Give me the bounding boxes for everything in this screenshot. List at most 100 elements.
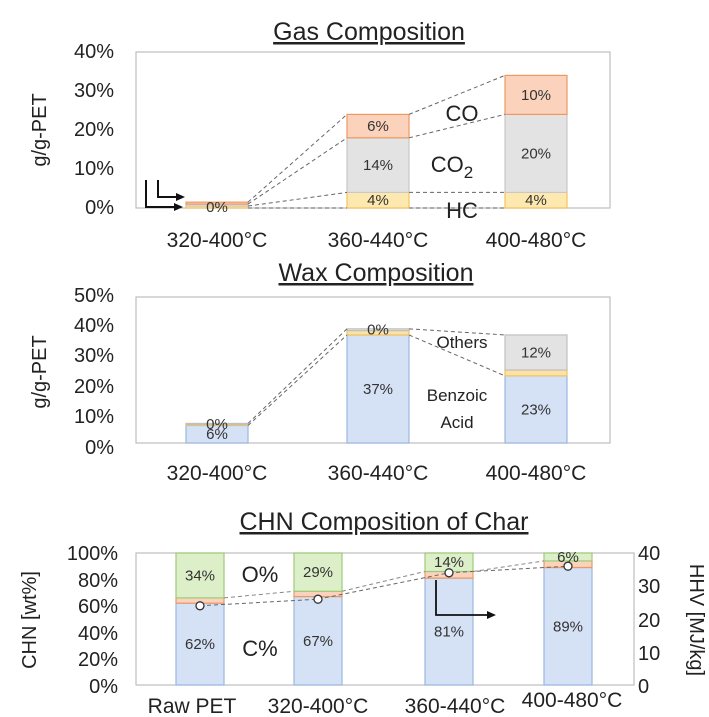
chn-category: 320-400°C (268, 695, 369, 717)
chn-ytick-right: 20 (638, 610, 660, 632)
connector-line (408, 113, 506, 139)
chn-ytick-right: 10 (638, 643, 660, 665)
chn-ytick-right: 40 (638, 543, 660, 565)
gas-ytick: 20% (74, 119, 114, 141)
bar-segment (175, 602, 225, 686)
bar-segment (185, 201, 249, 205)
chn-title: CHN Composition of Char (240, 508, 529, 536)
bar-segment (185, 422, 249, 426)
gas-panel: Gas Composition g/g-PET 40% 30% 20% 10% … (29, 18, 611, 252)
bar-segment (293, 552, 343, 592)
connector-line (223, 590, 295, 599)
connector-line (247, 328, 348, 424)
chn-annotation-o: O% (242, 562, 279, 587)
data-label: 14% (363, 157, 393, 174)
bar-segment (175, 552, 225, 599)
wax-category: 400-480°C (486, 462, 587, 485)
connector-line (472, 560, 545, 572)
data-label: 6% (206, 426, 228, 443)
gas-ylabel: g/g-PET (29, 93, 51, 166)
wax-category: 360-440°C (328, 462, 429, 485)
hhv-point (313, 594, 323, 604)
data-label: 6% (557, 549, 579, 566)
chn-category: 360-440°C (405, 695, 506, 717)
gas-ytick: 30% (74, 80, 114, 102)
data-label: 67% (303, 633, 333, 650)
connector-line (247, 114, 348, 203)
wax-ytick: 20% (74, 376, 114, 398)
chn-ytick: 80% (78, 570, 118, 592)
chn-plot-area: 62% 34% 67% 29% 81% 14% 89% 6% (135, 549, 635, 686)
gas-category: 400-480°C (486, 229, 587, 252)
data-label: 81% (434, 624, 464, 641)
data-label: 0% (206, 416, 228, 433)
data-label: 0% (367, 322, 389, 339)
hhv-axis-arrow (435, 580, 496, 619)
co2-text: CO (431, 152, 464, 177)
chn-categories: Raw PET 320-400°C 360-440°C 400-480°C (148, 689, 623, 717)
data-label: 62% (185, 636, 215, 653)
chn-ylabel-right: HHV [MJ/kg] (685, 564, 707, 676)
wax-panel: Wax Composition g/g-PET 50% 40% 30% 20% … (29, 259, 611, 485)
gas-annotation-co: CO (446, 101, 479, 126)
bar-segment (504, 334, 568, 371)
data-label: 4% (367, 192, 389, 209)
chn-category: Raw PET (148, 695, 237, 717)
bar-segment (346, 328, 410, 332)
hhv-line (448, 565, 569, 574)
hhv-line (317, 572, 450, 600)
hhv-point (195, 601, 205, 611)
chn-ytick: 40% (78, 623, 118, 645)
data-label: 37% (363, 381, 393, 398)
axis-bracket-inner (157, 180, 182, 198)
chn-panel: CHN Composition of Char CHN [wt%] HHV [M… (19, 508, 707, 717)
chn-yticks-right: 40 30 20 10 0 (638, 543, 660, 698)
connector-line (247, 137, 348, 205)
chn-ytick: 0% (89, 676, 118, 698)
connector-line (247, 191, 348, 207)
hhv-point (563, 561, 573, 571)
bar-segment (543, 552, 593, 562)
wax-annotation-acid: Acid (440, 413, 473, 432)
wax-category: 320-400°C (167, 462, 268, 485)
bar-segment (504, 375, 568, 444)
data-label: 14% (434, 554, 464, 571)
gas-title: Gas Composition (273, 18, 465, 46)
gas-yticks: 40% 30% 20% 10% 0% (74, 41, 114, 219)
wax-plot-area: 6%0%37%0%23%12% (135, 296, 611, 444)
bar-segment (293, 595, 343, 686)
bar-segment (504, 113, 568, 194)
chn-ytick-right: 30 (638, 576, 660, 598)
bar-segment (346, 334, 410, 444)
data-label: 10% (521, 87, 551, 104)
data-label: 23% (521, 401, 551, 418)
wax-annotation-others: Others (436, 333, 487, 352)
chn-ytick: 60% (78, 596, 118, 618)
data-label: 4% (525, 192, 547, 209)
connector-line (408, 328, 506, 336)
chn-ytick: 100% (67, 543, 118, 565)
chn-ytick-right: 0 (638, 676, 649, 698)
data-label: 29% (303, 564, 333, 581)
bar-segment (504, 369, 568, 377)
axis-bracket-outer (145, 180, 180, 208)
hhv-point (444, 568, 454, 578)
arrow-head (176, 193, 185, 201)
wax-annotation-benzoic: Benzoic (427, 386, 488, 405)
data-label: 6% (367, 118, 389, 135)
gas-annotation-hc: HC (446, 198, 478, 223)
connector-line (247, 334, 348, 426)
wax-categories: 320-400°C 360-440°C 400-480°C (167, 462, 587, 485)
bar-segment (346, 137, 410, 194)
data-label: 12% (521, 344, 551, 361)
gas-axis-marker (145, 180, 185, 211)
hhv-line (199, 598, 319, 607)
chn-ytick: 20% (78, 649, 118, 671)
connector-line (408, 334, 506, 377)
chn-ylabel: CHN [wt%] (19, 571, 41, 669)
gas-ytick: 10% (74, 158, 114, 180)
data-label: 34% (185, 567, 215, 584)
data-label: 0% (206, 199, 228, 216)
wax-title: Wax Composition (279, 259, 474, 287)
gas-category: 320-400°C (167, 229, 268, 252)
